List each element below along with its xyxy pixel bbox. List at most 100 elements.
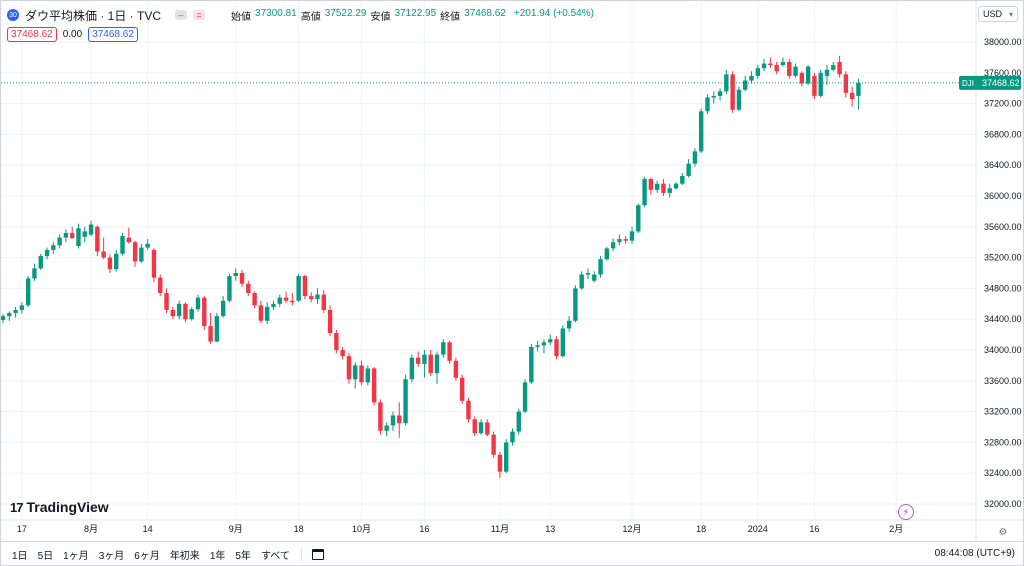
x-tick-label: 17 [17, 524, 27, 534]
candle-body [623, 239, 628, 241]
range-1m-button[interactable]: 1ヶ月 [63, 550, 89, 562]
candle-body [277, 297, 282, 304]
candle-body [208, 326, 213, 342]
candle-body [353, 365, 358, 380]
ohlc-change: +201.94 (+0.54%) [513, 7, 594, 19]
range-1y-button[interactable]: 1年 [209, 550, 226, 562]
candle-body [283, 297, 289, 301]
candle-body [812, 75, 817, 96]
range-5y-button[interactable]: 5年 [235, 550, 251, 562]
candle-body [478, 422, 484, 434]
range-ytd-button[interactable]: 年初来 [169, 550, 200, 562]
candle-body [717, 91, 723, 96]
ohlc-open-value: 37300.81 [255, 7, 297, 19]
range-6m-button[interactable]: 6ヶ月 [134, 550, 160, 562]
candle-body [151, 249, 157, 278]
candle-body [504, 442, 509, 472]
chart-legend: 30 ダウ平均株価 · 1日 · TVC – = 始値 37300.81 高値 37… [7, 7, 594, 23]
candle-body [447, 342, 452, 361]
candle-body [7, 313, 12, 317]
last-price-tag [959, 75, 1021, 90]
y-tick-label: 37200.00 [984, 99, 1022, 109]
y-tick-label: 34000.00 [984, 345, 1022, 355]
candle-body [239, 273, 245, 284]
candle-body [824, 69, 830, 76]
y-tick-label: 32800.00 [984, 437, 1022, 447]
candlestick-chart[interactable]: 32000.00 32400.00 32800.00 33200.00 33600.00… [1, 1, 1023, 541]
candle-body [233, 273, 238, 277]
candle-body [529, 346, 534, 383]
tradingview-logo[interactable]: 17 TradingView [10, 499, 109, 515]
candle-body [409, 357, 415, 380]
candle-body [384, 425, 389, 431]
y-tick-label: 34400.00 [984, 314, 1022, 324]
candle-body [158, 277, 163, 294]
candle-body [132, 242, 138, 262]
candle-body [69, 232, 75, 239]
x-tick-label: 2月 [889, 524, 903, 534]
candle-body [554, 339, 559, 357]
candle-body [346, 356, 352, 380]
currency-select[interactable]: USD ▾ [978, 6, 1018, 22]
candle-body [698, 111, 704, 152]
candle-body [831, 65, 836, 70]
candle-body [743, 80, 748, 90]
range-1d-button[interactable]: 1日 [12, 550, 28, 562]
candle-body [202, 297, 207, 327]
candle-body [422, 354, 427, 364]
spread-value: 0.00 [62, 29, 83, 40]
candle-body [629, 231, 635, 241]
candle-body [711, 95, 716, 98]
tradingview-mark-icon: 17 [10, 499, 24, 515]
candle-body [44, 249, 50, 257]
candle-body [327, 309, 333, 334]
calendar-icon[interactable] [311, 548, 324, 560]
candle-body [126, 237, 131, 243]
chart-grid [1, 1, 1023, 541]
candle-body [761, 63, 767, 69]
candle-body [19, 305, 25, 310]
lightning-icon[interactable]: ⚡ [898, 504, 914, 520]
candle-body [57, 237, 62, 246]
candle-body [296, 276, 301, 301]
candle-body [648, 179, 654, 190]
candle-body [176, 303, 182, 317]
candle-body [604, 248, 610, 260]
candle-body [592, 274, 597, 281]
candle-body [120, 236, 125, 254]
y-tick-label: 36000.00 [984, 191, 1022, 201]
candle-body [516, 411, 521, 432]
x-tick-label: 8月 [84, 524, 98, 534]
candle-body [38, 256, 43, 269]
candle-body [145, 243, 150, 248]
buy-price-button[interactable]: 37468.62 [88, 27, 138, 42]
x-tick-label: 18 [294, 524, 304, 534]
candle-body [114, 253, 119, 270]
candle-body [724, 74, 729, 92]
candle-body [164, 293, 169, 310]
sell-price-button[interactable]: 37468.62 [7, 27, 57, 42]
candle-body [365, 368, 371, 383]
ohlc-high-value: 37522.29 [324, 7, 367, 19]
range-3m-button[interactable]: 3ヶ月 [98, 550, 125, 562]
buy-sell-panel: 37468.62 0.00 37468.62 [7, 27, 138, 42]
candle-body [642, 179, 647, 206]
y-tick-label: 34800.00 [984, 283, 1022, 293]
candle-body [88, 224, 94, 235]
range-5d-button[interactable]: 5日 [37, 550, 54, 562]
ohlc-open-label: 始値 [231, 11, 252, 23]
candle-body [95, 226, 100, 252]
clock-readout[interactable]: 08:44:08 (UTC+9) [934, 548, 1015, 559]
x-tick-label: 13 [545, 524, 555, 534]
candle-body [271, 303, 276, 307]
y-tick-label: 33600.00 [984, 376, 1022, 386]
range-all-button[interactable]: すべて [260, 550, 290, 562]
equals-icon[interactable]: = [193, 10, 206, 20]
symbol-title[interactable]: ダウ平均株価 · 1日 · TVC [25, 8, 162, 23]
minus-icon[interactable]: – [175, 10, 188, 20]
candle-body [673, 183, 679, 189]
candle-body [774, 65, 779, 72]
gear-icon[interactable]: ⚙ [998, 526, 1008, 538]
candle-body [403, 379, 408, 424]
